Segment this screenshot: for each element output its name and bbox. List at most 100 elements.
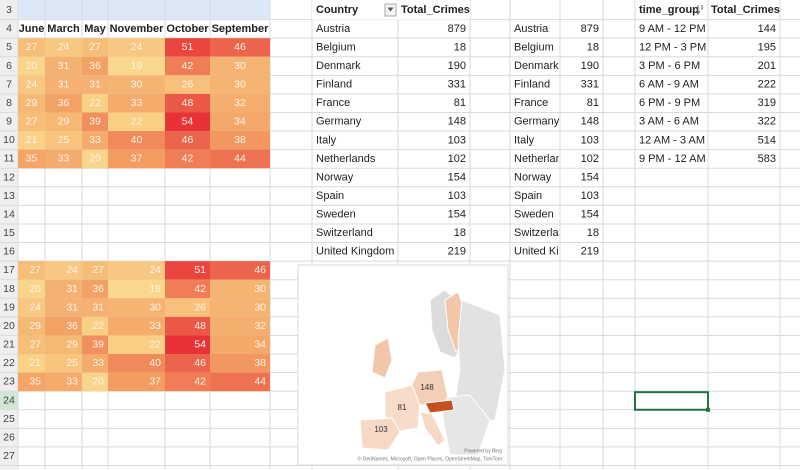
heat-cell: [45, 149, 82, 169]
heat-cell: [18, 131, 45, 150]
heat-cell: [210, 335, 270, 355]
map-chart[interactable]: 148 81 103 Powered by Bing © GeoNames, M…: [297, 264, 509, 466]
heat-cell: [18, 38, 45, 57]
heat-value: 30: [254, 301, 266, 313]
country-total-copy: 331: [581, 79, 599, 91]
heat-cell: [82, 93, 108, 113]
heat-cell: [108, 298, 165, 317]
heat-cell: [82, 372, 108, 392]
heat-cell: [108, 279, 165, 299]
row-header: 11: [4, 153, 15, 165]
filter-arrow: [387, 7, 394, 12]
country-total-copy: 103: [581, 134, 599, 146]
time-group: 6 PM - 9 PM: [639, 97, 700, 109]
heat-value: 25: [66, 357, 78, 369]
row-header: 24: [3, 394, 15, 406]
heat-cell: [18, 335, 45, 355]
heat-value: 29: [26, 97, 38, 109]
italy: [419, 411, 446, 447]
heat-value: 21: [29, 357, 41, 369]
heat-value: 33: [66, 376, 78, 388]
heat-value: 19: [149, 283, 161, 295]
heat-value: 31: [58, 78, 70, 90]
row-header: 6: [6, 60, 12, 72]
country-total-copy: 81: [587, 97, 599, 109]
heat-cell: [45, 354, 82, 373]
country-name-copy: Netherlands: [514, 153, 574, 165]
heat-value: 48: [194, 320, 206, 332]
heat-value: 27: [26, 41, 38, 53]
row-header: 15: [3, 227, 15, 239]
heat-value: 48: [182, 97, 194, 109]
heat-value: 38: [234, 134, 246, 146]
heat-value: 26: [194, 301, 206, 313]
heat-cell: [45, 261, 82, 280]
row-header: 14: [3, 208, 15, 220]
heat-value: 24: [66, 264, 78, 276]
heat-cell: [82, 335, 108, 355]
row-header: 10: [3, 134, 15, 146]
sort-icon[interactable]: [695, 5, 703, 15]
heat-value: 37: [149, 376, 161, 388]
country-total: 219: [448, 246, 466, 258]
row-header: 12: [3, 171, 15, 183]
time-group: 6 AM - 9 AM: [639, 79, 699, 91]
heat-cell: [45, 93, 82, 113]
heat-value: 46: [194, 357, 206, 369]
country-total-copy: 102: [581, 153, 599, 165]
selected-cell[interactable]: [634, 391, 709, 411]
heat-value: 35: [26, 153, 38, 165]
heat-cell: [210, 261, 270, 280]
heat-cell: [45, 279, 82, 299]
map-label: 148: [420, 383, 434, 392]
row-header: 23: [3, 376, 15, 388]
time-group: 3 AM - 6 AM: [639, 116, 699, 128]
heat-value: 29: [66, 339, 78, 351]
heat-cell: [18, 93, 45, 113]
country-name: United Kingdom: [316, 246, 394, 258]
heat-value: 31: [58, 60, 70, 72]
country-total: 81: [454, 97, 466, 109]
heat-cell: [82, 131, 108, 150]
uk: [371, 337, 393, 379]
row-header-column: [0, 0, 18, 470]
row-header: 17: [3, 264, 15, 276]
heat-value: 42: [182, 60, 194, 72]
heat-value: 20: [26, 60, 38, 72]
heat-cell: [165, 75, 210, 94]
country-total: 18: [454, 41, 466, 53]
heat-cell: [165, 335, 210, 355]
heat-value: 31: [66, 301, 78, 313]
heat-cell: [45, 75, 82, 94]
heat-value: 39: [89, 116, 101, 128]
country-total-copy: 18: [587, 41, 599, 53]
heat-cell: [210, 316, 270, 336]
heat-value: 24: [58, 41, 70, 53]
heat-cell: [210, 93, 270, 113]
country-total-copy: 154: [581, 209, 599, 221]
heat-cell: [82, 112, 108, 132]
heat-value: 27: [29, 339, 41, 351]
heat-cell: [165, 131, 210, 150]
heat-value: 26: [182, 78, 194, 90]
country-total: 102: [448, 153, 466, 165]
row-header: 25: [3, 413, 15, 425]
heat-value: 35: [29, 376, 41, 388]
country-name-copy: Spain: [514, 190, 542, 202]
country-total: 154: [448, 171, 466, 183]
heat-value: 42: [194, 283, 206, 295]
heat-cell: [108, 372, 165, 392]
heat-cell: [82, 56, 108, 76]
heat-cell: [45, 56, 82, 76]
heat-cell: [45, 131, 82, 150]
heat-cell: [165, 316, 210, 336]
row-header: 4: [6, 23, 12, 35]
heat-cell: [45, 298, 82, 317]
heat-value: 32: [254, 320, 266, 332]
country-total-copy: 879: [581, 23, 599, 35]
heat-cell: [108, 38, 165, 57]
heat-cell: [210, 354, 270, 373]
heat-cell: [82, 38, 108, 57]
heat-value: 29: [58, 116, 70, 128]
heat-value: 19: [131, 60, 143, 72]
